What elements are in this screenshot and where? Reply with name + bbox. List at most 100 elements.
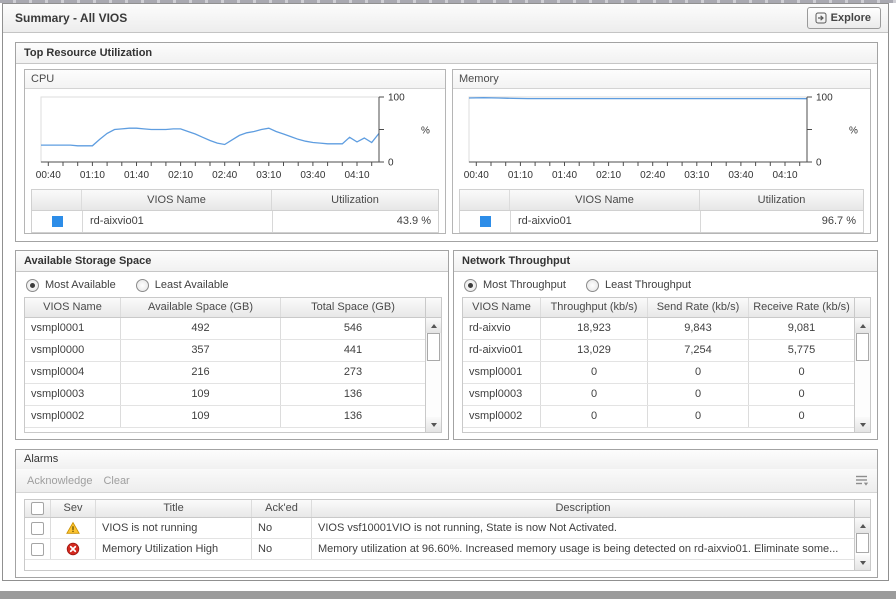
scroll-up-button[interactable] bbox=[855, 318, 870, 333]
network-cell: 0 bbox=[798, 366, 805, 378]
alarms-col-title[interactable]: Title bbox=[96, 500, 252, 517]
cpu-chart[interactable]: 0 100% 00:40 01:10 01:40 02:10 02:40 03:10 03:40… bbox=[27, 90, 437, 191]
network-cell: 0 bbox=[798, 388, 805, 400]
alarms-col-description[interactable]: Description bbox=[555, 502, 611, 514]
network-col-receive-rate[interactable]: Receive Rate (kb/s) bbox=[753, 301, 850, 313]
most-available-radio[interactable] bbox=[26, 278, 39, 292]
most-available-label[interactable]: Most Available bbox=[45, 279, 116, 291]
memory-legend-row[interactable]: rd-aixvio01 96.7 % bbox=[460, 211, 863, 232]
alarm-row[interactable]: VIOS is not running No VIOS vsf10001VIO … bbox=[25, 518, 854, 539]
table-row[interactable]: rd-aixvio01 13,029 7,254 5,775 bbox=[463, 340, 854, 362]
svg-text:03:40: 03:40 bbox=[728, 170, 753, 181]
window-bottom-scroll-band[interactable] bbox=[0, 591, 896, 599]
svg-text:01:40: 01:40 bbox=[124, 170, 149, 181]
network-cell: 0 bbox=[648, 362, 749, 383]
storage-col-vios-name[interactable]: VIOS Name bbox=[25, 298, 121, 317]
memory-legend-table: VIOS Name Utilization rd-aixvio01 96.7 % bbox=[459, 189, 864, 233]
acknowledge-button[interactable]: Acknowledge bbox=[27, 474, 93, 487]
least-available-radio[interactable] bbox=[135, 278, 149, 292]
svg-text:04:10: 04:10 bbox=[772, 170, 797, 181]
window-top-edge bbox=[0, 0, 896, 3]
table-row[interactable]: rd-aixvio 18,923 9,843 9,081 bbox=[463, 318, 854, 340]
alarm-description: Memory utilization at 96.60%. Increased … bbox=[318, 543, 839, 555]
storage-radio-group: Most Available Least Available bbox=[26, 276, 243, 294]
memory-chart[interactable]: 0 100% 00:40 01:10 01:40 02:10 02:40 03:10 03:40… bbox=[455, 90, 865, 191]
table-row[interactable]: vsmpl0001 0 0 0 bbox=[463, 362, 854, 384]
explore-button[interactable]: Explore bbox=[806, 7, 881, 29]
svg-text:02:40: 02:40 bbox=[640, 170, 665, 181]
svg-text:100: 100 bbox=[388, 93, 405, 104]
network-col-send-rate[interactable]: Send Rate (kb/s) bbox=[648, 298, 749, 317]
alarms-col-sev[interactable]: Sev bbox=[51, 500, 96, 517]
clear-button[interactable]: Clear bbox=[103, 474, 130, 487]
svg-text:00:40: 00:40 bbox=[464, 170, 489, 181]
alarm-acked: No bbox=[252, 518, 312, 538]
least-available-label[interactable]: Least Available bbox=[154, 279, 229, 291]
storage-scrollbar[interactable] bbox=[425, 298, 441, 432]
available-storage-panel: Available Storage Space Most Available L… bbox=[15, 250, 449, 440]
scroll-down-button[interactable] bbox=[855, 417, 870, 432]
storage-col-total[interactable]: Total Space (GB) bbox=[311, 301, 395, 313]
scrollbar-header-spacer bbox=[855, 298, 870, 318]
memory-legend-col-name[interactable]: VIOS Name bbox=[510, 190, 700, 210]
svg-text:03:10: 03:10 bbox=[684, 170, 709, 181]
scroll-down-button[interactable] bbox=[855, 555, 870, 570]
most-throughput-radio[interactable] bbox=[464, 278, 477, 292]
alarms-col-acked[interactable]: Ack'ed bbox=[252, 500, 312, 517]
network-cell: vsmpl0001 bbox=[463, 362, 541, 383]
alarm-row-checkbox[interactable] bbox=[31, 542, 44, 556]
alarm-row[interactable]: Memory Utilization High No Memory utiliz… bbox=[25, 539, 854, 560]
scrollbar-thumb[interactable] bbox=[427, 333, 440, 361]
memory-panel: Memory 0 100% 00:40 01:10 01:40 02:10 02:40 03:… bbox=[452, 69, 871, 234]
network-cell: 9,843 bbox=[648, 318, 749, 339]
network-table: VIOS Name Throughput (kb/s) Send Rate (k… bbox=[462, 297, 871, 433]
network-col-vios-name[interactable]: VIOS Name bbox=[463, 298, 541, 317]
table-row[interactable]: vsmpl0002 109 136 bbox=[25, 406, 425, 428]
column-picker-icon[interactable] bbox=[854, 474, 869, 487]
cpu-legend-row[interactable]: rd-aixvio01 43.9 % bbox=[32, 211, 438, 232]
memory-vios-name: rd-aixvio01 bbox=[511, 211, 701, 232]
cpu-legend-table: VIOS Name Utilization rd-aixvio01 43.9 % bbox=[31, 189, 439, 233]
storage-cell: 109 bbox=[121, 406, 281, 427]
svg-text:0: 0 bbox=[816, 158, 822, 169]
network-cell: 18,923 bbox=[541, 318, 648, 339]
network-col-throughput[interactable]: Throughput (kb/s) bbox=[541, 298, 648, 317]
arrow-up-icon bbox=[859, 323, 866, 328]
scrollbar-thumb[interactable] bbox=[856, 533, 869, 553]
scroll-up-button[interactable] bbox=[855, 518, 870, 533]
network-cell: 5,775 bbox=[787, 344, 816, 356]
scrollbar-track[interactable] bbox=[855, 361, 870, 417]
network-cell: 9,081 bbox=[787, 322, 816, 334]
table-row[interactable]: vsmpl0003 109 136 bbox=[25, 384, 425, 406]
storage-cell: 216 bbox=[121, 362, 281, 383]
svg-text:01:10: 01:10 bbox=[80, 170, 105, 181]
table-row[interactable]: vsmpl0000 357 441 bbox=[25, 340, 425, 362]
storage-col-available[interactable]: Available Space (GB) bbox=[121, 298, 281, 317]
top-resource-utilization-title: Top Resource Utilization bbox=[16, 43, 877, 64]
arrow-down-icon bbox=[859, 422, 866, 427]
most-throughput-label[interactable]: Most Throughput bbox=[483, 279, 566, 291]
svg-text:03:40: 03:40 bbox=[300, 170, 325, 181]
least-throughput-radio[interactable] bbox=[585, 278, 599, 292]
cpu-legend-col-utilization[interactable]: Utilization bbox=[331, 194, 379, 206]
table-row[interactable]: vsmpl0004 216 273 bbox=[25, 362, 425, 384]
alarms-scrollbar[interactable] bbox=[854, 500, 870, 570]
least-throughput-label[interactable]: Least Throughput bbox=[604, 279, 691, 291]
memory-legend-col-utilization[interactable]: Utilization bbox=[757, 194, 806, 206]
table-row[interactable]: vsmpl0001 492 546 bbox=[25, 318, 425, 340]
scrollbar-thumb[interactable] bbox=[856, 333, 869, 361]
svg-text:02:40: 02:40 bbox=[212, 170, 237, 181]
scroll-down-button[interactable] bbox=[426, 417, 441, 432]
table-row[interactable]: vsmpl0003 0 0 0 bbox=[463, 384, 854, 406]
scroll-up-button[interactable] bbox=[426, 318, 441, 333]
scrollbar-track[interactable] bbox=[855, 553, 870, 555]
network-radio-group: Most Throughput Least Throughput bbox=[464, 276, 705, 294]
network-scrollbar[interactable] bbox=[854, 298, 870, 432]
cpu-legend-col-name[interactable]: VIOS Name bbox=[82, 190, 272, 210]
scrollbar-track[interactable] bbox=[426, 361, 441, 417]
svg-text:02:10: 02:10 bbox=[168, 170, 193, 181]
select-all-checkbox[interactable] bbox=[31, 502, 44, 515]
table-row[interactable]: vsmpl0002 0 0 0 bbox=[463, 406, 854, 428]
alarm-row-checkbox[interactable] bbox=[31, 521, 44, 535]
svg-text:00:40: 00:40 bbox=[36, 170, 61, 181]
